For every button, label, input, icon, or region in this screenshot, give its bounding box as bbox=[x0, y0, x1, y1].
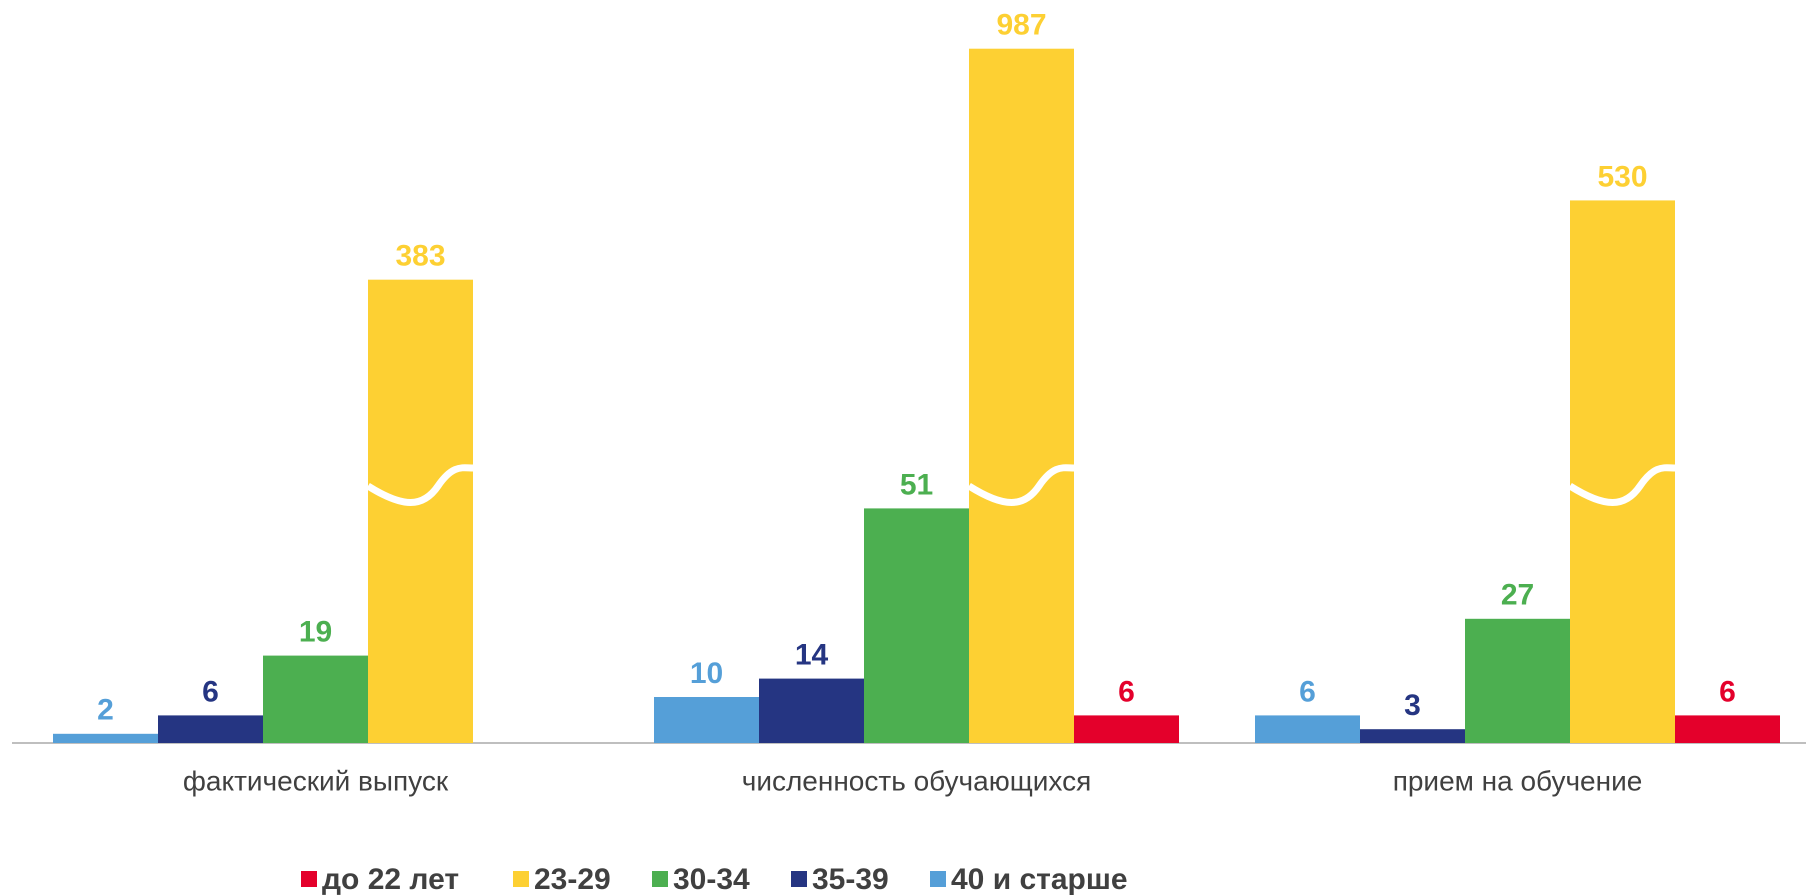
bar bbox=[263, 655, 368, 743]
x-tick-label: численность обучающихся bbox=[742, 765, 1092, 796]
axis-break bbox=[967, 464, 1075, 506]
legend-swatch bbox=[652, 871, 668, 887]
data-label: 19 bbox=[299, 616, 332, 649]
axis-break bbox=[1568, 464, 1676, 506]
data-label: 10 bbox=[690, 657, 723, 690]
data-label: 51 bbox=[900, 468, 933, 501]
bar bbox=[654, 697, 759, 743]
legend-label: до 22 лет bbox=[322, 863, 459, 896]
legend-label: 30-34 bbox=[673, 863, 750, 896]
bar bbox=[1255, 715, 1360, 743]
legend-label: 23-29 bbox=[534, 863, 611, 896]
data-label: 3 bbox=[1404, 689, 1421, 722]
legend-swatch bbox=[301, 871, 317, 887]
data-label: 14 bbox=[795, 639, 829, 672]
data-label: 6 bbox=[1118, 675, 1135, 708]
x-tick-label: фактический выпуск bbox=[183, 765, 449, 796]
data-label: 6 bbox=[1299, 675, 1316, 708]
bar bbox=[368, 279, 473, 743]
bar bbox=[864, 508, 969, 743]
bar bbox=[53, 733, 158, 743]
bar bbox=[969, 48, 1074, 744]
legend-label: 35-39 bbox=[812, 863, 889, 896]
bar bbox=[1074, 715, 1179, 743]
data-label: 27 bbox=[1501, 579, 1534, 612]
data-label: 2 bbox=[97, 694, 114, 727]
bar bbox=[759, 678, 864, 743]
legend-swatch bbox=[513, 871, 529, 887]
legend-swatch bbox=[930, 871, 946, 887]
legend-swatch bbox=[791, 871, 807, 887]
data-label: 6 bbox=[202, 675, 219, 708]
data-label: 383 bbox=[395, 240, 445, 273]
bar bbox=[1360, 729, 1465, 743]
bar bbox=[1465, 618, 1570, 743]
legend-label: 40 и старше bbox=[951, 863, 1128, 896]
bar bbox=[1675, 715, 1780, 743]
data-label: 987 bbox=[996, 9, 1046, 42]
bar bbox=[158, 715, 263, 743]
x-tick-label: прием на обучение bbox=[1393, 765, 1643, 796]
data-label: 6 bbox=[1719, 675, 1736, 708]
axis-break bbox=[366, 464, 474, 506]
data-label: 530 bbox=[1597, 160, 1647, 193]
